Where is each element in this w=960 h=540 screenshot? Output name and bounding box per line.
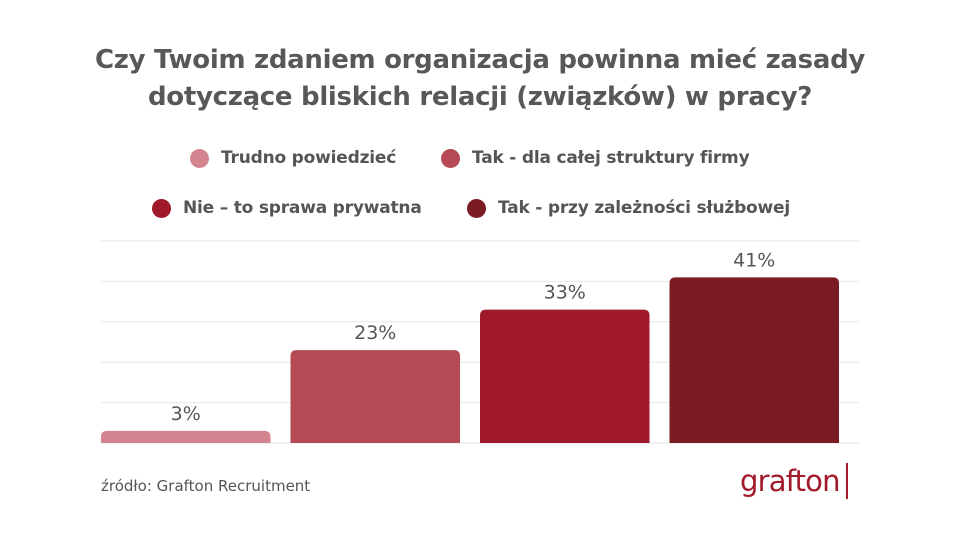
legend-swatch-icon xyxy=(441,148,460,168)
data-label-1: 3% xyxy=(171,403,201,425)
data-label-2: 23% xyxy=(354,322,396,344)
legend-item-tak-zaleznosc: Tak - przy zależności służbowej xyxy=(467,198,790,218)
chart-title-line-2: dotyczące bliskich relacji (związków) w … xyxy=(147,82,813,112)
legend-item-nie-prywatna: Nie – to sprawa prywatna xyxy=(152,198,422,218)
chart-title-line-1: Czy Twoim zdaniem organizacja powinna mi… xyxy=(94,45,866,75)
chart-title: Czy Twoim zdaniem organizacja powinna mi… xyxy=(40,42,920,116)
legend-swatch-icon xyxy=(190,148,209,168)
logo-bar-icon xyxy=(845,463,848,499)
legend-item-trudno: Trudno powiedzieć xyxy=(190,148,396,168)
legend-swatch-icon xyxy=(467,198,486,218)
legend-item-tak-cala-struktura: Tak - dla całej struktury firmy xyxy=(441,148,750,168)
legend-label: Tak - przy zależności służbowej xyxy=(498,198,790,218)
legend-swatch-icon xyxy=(152,198,171,218)
data-label-3: 33% xyxy=(544,282,586,304)
bar-3 xyxy=(480,309,650,443)
grafton-logo: grafton xyxy=(740,463,848,499)
bar-4 xyxy=(669,277,839,443)
bar-1 xyxy=(101,430,271,443)
bar-2 xyxy=(290,350,460,443)
source-note: źródło: Grafton Recruitment xyxy=(101,477,311,495)
legend-label: Nie – to sprawa prywatna xyxy=(183,198,422,218)
data-label-4: 41% xyxy=(733,249,775,271)
legend-label: Trudno powiedzieć xyxy=(221,148,397,168)
logo-text: grafton xyxy=(740,464,841,498)
legend-label: Tak - dla całej struktury firmy xyxy=(472,148,750,168)
